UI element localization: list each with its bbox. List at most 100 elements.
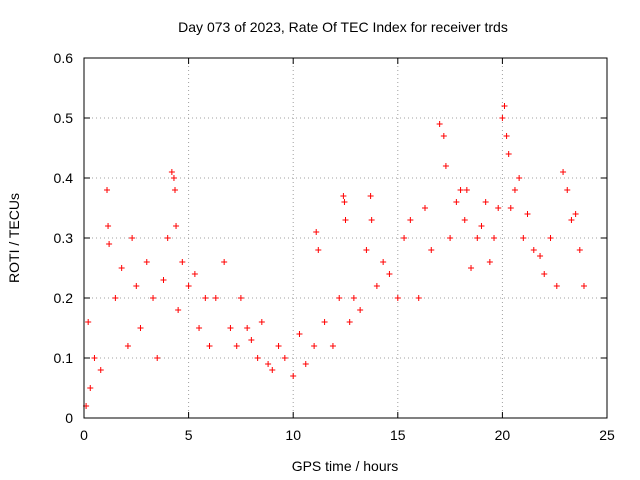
data-point — [547, 235, 554, 241]
data-point — [346, 319, 353, 325]
data-point — [541, 271, 548, 277]
data-point — [363, 247, 370, 253]
y-tick-label: 0.2 — [54, 290, 74, 306]
data-point — [172, 187, 179, 193]
data-point — [290, 373, 297, 379]
data-point — [237, 295, 244, 301]
data-point — [313, 229, 320, 235]
y-tick-label: 0.4 — [54, 170, 74, 186]
data-point — [129, 235, 136, 241]
data-point — [248, 337, 255, 343]
data-point — [233, 343, 240, 349]
data-point — [520, 235, 527, 241]
data-point — [336, 295, 343, 301]
data-point — [572, 211, 579, 217]
data-point — [191, 271, 198, 277]
data-point — [350, 295, 357, 301]
data-point — [112, 295, 119, 301]
data-point — [461, 217, 468, 223]
data-point — [564, 187, 571, 193]
data-point — [568, 217, 575, 223]
data-point — [281, 355, 288, 361]
data-point — [254, 355, 261, 361]
data-point — [576, 247, 583, 253]
data-point — [440, 133, 447, 139]
y-tick-label: 0 — [65, 410, 73, 426]
data-point — [453, 199, 460, 205]
data-points — [83, 103, 587, 409]
chart-title: Day 073 of 2023, Rate Of TEC Index for r… — [178, 19, 508, 35]
data-point — [265, 361, 272, 367]
data-point — [105, 223, 112, 229]
x-tick-label: 20 — [495, 427, 511, 443]
data-point — [185, 283, 192, 289]
data-point — [104, 187, 111, 193]
data-point — [202, 295, 209, 301]
data-point — [501, 103, 508, 109]
data-point — [302, 361, 309, 367]
data-point — [436, 121, 443, 127]
data-point — [340, 193, 347, 199]
data-point — [428, 247, 435, 253]
data-point — [258, 319, 265, 325]
data-point — [401, 235, 408, 241]
data-point — [133, 283, 140, 289]
data-point — [530, 247, 537, 253]
data-point — [341, 199, 348, 205]
data-point — [367, 193, 374, 199]
data-point — [560, 169, 567, 175]
data-point — [499, 115, 506, 121]
data-point — [342, 217, 349, 223]
data-point — [524, 211, 531, 217]
x-tick-label: 10 — [285, 427, 301, 443]
data-point — [503, 133, 510, 139]
data-point — [537, 253, 544, 259]
data-point — [160, 277, 167, 283]
data-point — [164, 235, 171, 241]
data-point — [118, 265, 125, 271]
data-point — [357, 307, 364, 313]
data-point — [315, 247, 322, 253]
data-point — [553, 283, 560, 289]
data-point — [511, 187, 518, 193]
y-tick-label: 0.5 — [54, 110, 74, 126]
data-point — [124, 343, 131, 349]
data-point — [244, 325, 251, 331]
data-point — [380, 259, 387, 265]
axis-ticks: 0 5 10 15 20 25 0 0.1 0.2 0.3 0.4 0.5 0.6 — [54, 50, 615, 443]
data-point — [168, 169, 175, 175]
data-point — [269, 367, 276, 373]
data-point — [87, 385, 94, 391]
data-point — [137, 325, 144, 331]
data-point — [179, 259, 186, 265]
x-tick-label: 25 — [599, 427, 615, 443]
data-point — [491, 235, 498, 241]
data-point — [311, 343, 318, 349]
data-point — [97, 367, 104, 373]
data-point — [468, 265, 475, 271]
data-point — [407, 217, 414, 223]
data-point — [329, 343, 336, 349]
data-point — [495, 205, 502, 211]
data-point — [447, 235, 454, 241]
data-point — [154, 355, 161, 361]
data-point — [321, 319, 328, 325]
data-point — [275, 343, 282, 349]
data-point — [415, 295, 422, 301]
data-point — [175, 307, 182, 313]
data-point — [221, 259, 228, 265]
data-point — [212, 295, 219, 301]
data-point — [486, 259, 493, 265]
data-point — [143, 259, 150, 265]
data-point — [507, 205, 514, 211]
data-point — [196, 325, 203, 331]
y-tick-label: 0.3 — [54, 230, 74, 246]
data-point — [457, 187, 464, 193]
data-point — [173, 223, 180, 229]
data-point — [368, 217, 375, 223]
data-point — [394, 295, 401, 301]
data-point — [580, 283, 587, 289]
data-point — [296, 331, 303, 337]
data-point — [91, 355, 98, 361]
data-point — [106, 241, 113, 247]
